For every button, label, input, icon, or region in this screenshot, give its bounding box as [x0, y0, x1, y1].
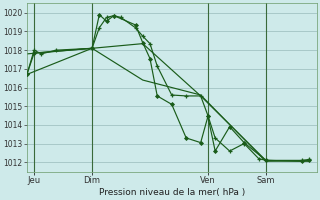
X-axis label: Pression niveau de la mer( hPa ): Pression niveau de la mer( hPa ): [99, 188, 245, 197]
